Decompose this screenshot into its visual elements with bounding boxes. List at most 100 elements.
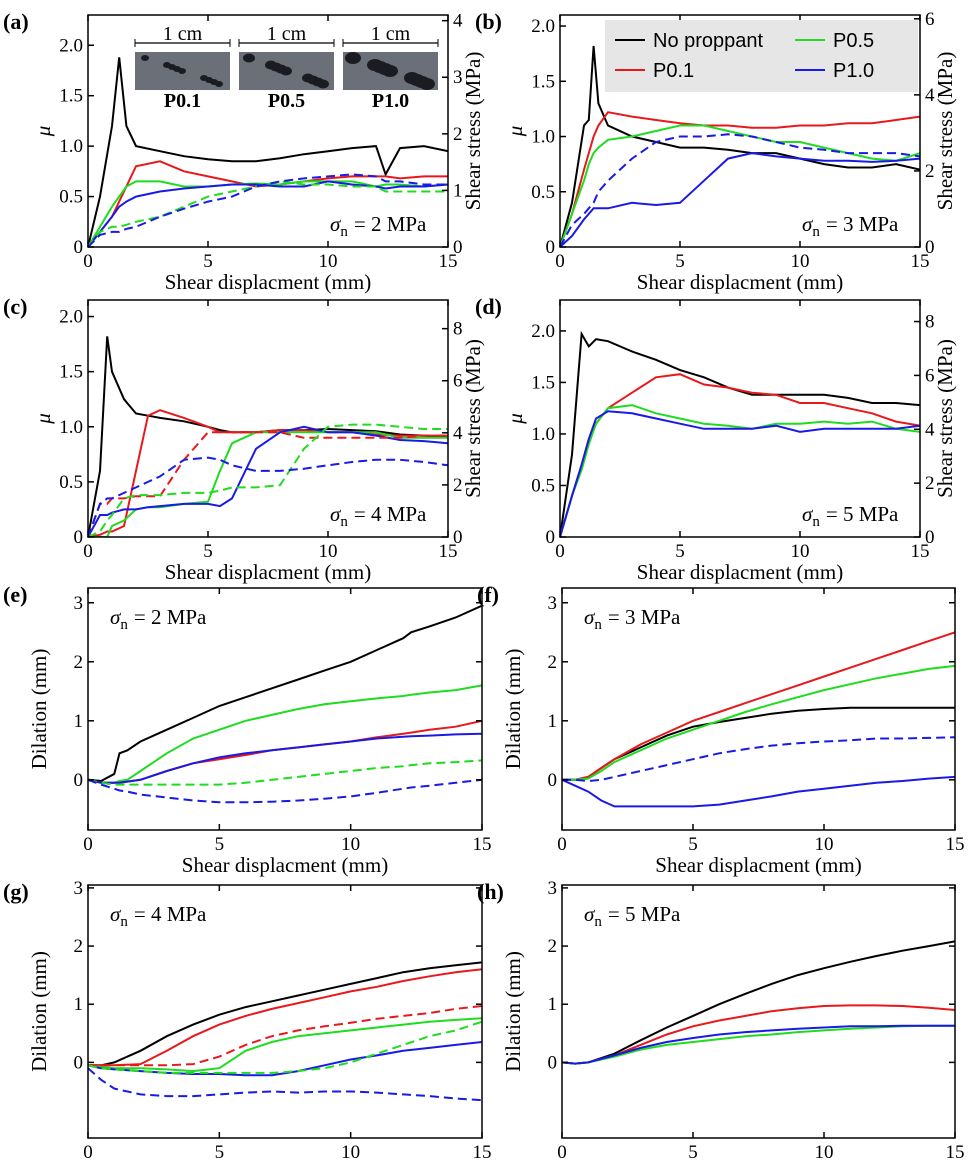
y2-tick-label: 6 <box>453 371 463 392</box>
y-tick-label: 3 <box>548 593 558 614</box>
legend-label: P0.5 <box>833 30 874 52</box>
proppant-grain <box>243 53 255 63</box>
data-line <box>88 336 448 537</box>
y-tick-label: 1 <box>74 994 84 1015</box>
y2-tick-label: 6 <box>925 9 935 30</box>
y-tick-label: 1.0 <box>59 417 83 438</box>
panel-label: (b) <box>475 9 502 34</box>
y-tick-label: 2.0 <box>59 35 83 56</box>
y2-tick-label: 2 <box>925 161 935 182</box>
x-tick-label: 0 <box>83 251 93 272</box>
y-tick-label: 1.0 <box>531 127 555 148</box>
y-tick-label: 1 <box>74 711 84 732</box>
annotation-symbol: σ <box>110 605 122 629</box>
y2-tick-label: 4 <box>925 85 935 106</box>
plot-frame <box>87 14 449 248</box>
y2-axis-label: Shear stress (MPa) <box>461 52 485 211</box>
x-tick-label: 15 <box>473 834 492 855</box>
plot-frame <box>559 14 921 248</box>
x-axis-label: Shear displacment (mm) <box>637 270 843 294</box>
panel-label: (f) <box>477 582 499 607</box>
data-line <box>88 173 448 247</box>
x-tick-label: 0 <box>557 1142 567 1163</box>
annotation-symbol: σ <box>802 212 814 236</box>
x-tick-label: 0 <box>83 834 93 855</box>
y-tick-label: 3 <box>548 878 558 899</box>
y-axis-label: μ <box>31 413 55 425</box>
annotation-symbol: σ <box>584 605 596 629</box>
y2-tick-label: 2 <box>925 473 935 494</box>
y2-axis-label: Shear stress (MPa) <box>933 339 957 498</box>
y-tick-label: 0 <box>548 770 558 791</box>
y-tick-label: 0.5 <box>59 187 83 208</box>
data-line <box>562 736 955 783</box>
annotation: σn = 3 MPa <box>584 605 681 633</box>
plot-frame <box>561 587 956 831</box>
plot-frame <box>87 587 483 831</box>
y2-axis-label: Shear stress (MPa) <box>933 52 957 211</box>
x-tick-label: 10 <box>341 834 360 855</box>
annotation-symbol: σ <box>330 502 342 526</box>
annotation-text: = 3 MPa <box>608 605 681 629</box>
plot-frame <box>87 884 483 1139</box>
y-tick-label: 0 <box>548 1052 558 1073</box>
data-line <box>560 45 920 247</box>
y-axis-label: μ <box>31 126 55 138</box>
y-tick-label: 0 <box>74 770 84 791</box>
x-axis-label: Shear displacment (mm) <box>655 1161 861 1165</box>
data-line <box>562 664 955 781</box>
annotation-symbol: σ <box>110 902 122 926</box>
y-tick-label: 1.5 <box>59 362 83 383</box>
annotation-text: = 2 MPa <box>134 605 207 629</box>
y2-tick-label: 6 <box>925 365 935 386</box>
x-tick-label: 5 <box>215 834 225 855</box>
panel: 0 5 10 15 0 1 2 3 Shear displacment (mm) Dilation… <box>3 582 492 877</box>
y-tick-label: 2 <box>74 936 84 957</box>
x-tick-label: 0 <box>555 251 565 272</box>
proppant-grain <box>163 62 171 68</box>
y2-tick-label: 2 <box>453 124 463 145</box>
annotation-subscript: n <box>812 514 820 530</box>
x-tick-label: 0 <box>83 541 93 562</box>
y-tick-label: 1.5 <box>59 86 83 107</box>
y-tick-label: 3 <box>74 878 84 899</box>
data-line <box>88 732 482 784</box>
y-tick-label: 1.5 <box>531 71 555 92</box>
annotation-subscript: n <box>594 914 602 930</box>
y2-tick-label: 8 <box>925 312 935 333</box>
annotation-subscript: n <box>120 914 128 930</box>
data-line <box>88 423 448 537</box>
x-tick-label: 10 <box>791 251 810 272</box>
legend-label: No proppant <box>653 30 764 52</box>
data-line <box>88 1017 482 1073</box>
data-line <box>88 961 482 1067</box>
x-tick-label: 15 <box>946 834 965 855</box>
panel-label: (g) <box>3 879 29 904</box>
y2-tick-label: 4 <box>453 423 463 444</box>
y-tick-label: 0.5 <box>531 182 555 203</box>
data-line <box>562 706 955 781</box>
x-tick-label: 15 <box>946 1142 965 1163</box>
annotation-subscript: n <box>340 224 348 240</box>
y-tick-label: 0 <box>546 527 556 548</box>
y-tick-label: 2 <box>74 652 84 673</box>
y-axis-label: Dilation (mm) <box>27 951 51 1072</box>
y-tick-label: 2.0 <box>531 16 555 37</box>
y-axis-label: Dilation (mm) <box>501 649 525 770</box>
x-axis-label: Shear displacment (mm) <box>165 560 371 584</box>
annotation: σn = 2 MPa <box>110 605 207 633</box>
data-line <box>88 180 448 247</box>
y2-tick-label: 0 <box>925 527 935 548</box>
y-axis-label: Dilation (mm) <box>501 951 525 1072</box>
annotation-text: = 3 MPa <box>826 212 899 236</box>
y2-axis-label: Shear stress (MPa) <box>461 339 485 498</box>
x-tick-label: 5 <box>203 251 213 272</box>
data-line <box>560 133 920 247</box>
legend-box <box>605 20 918 92</box>
y2-tick-label: 4 <box>925 419 935 440</box>
annotation-subscript: n <box>594 617 602 633</box>
x-tick-label: 15 <box>911 251 930 272</box>
proppant-grain <box>265 60 277 70</box>
data-line <box>88 431 448 537</box>
